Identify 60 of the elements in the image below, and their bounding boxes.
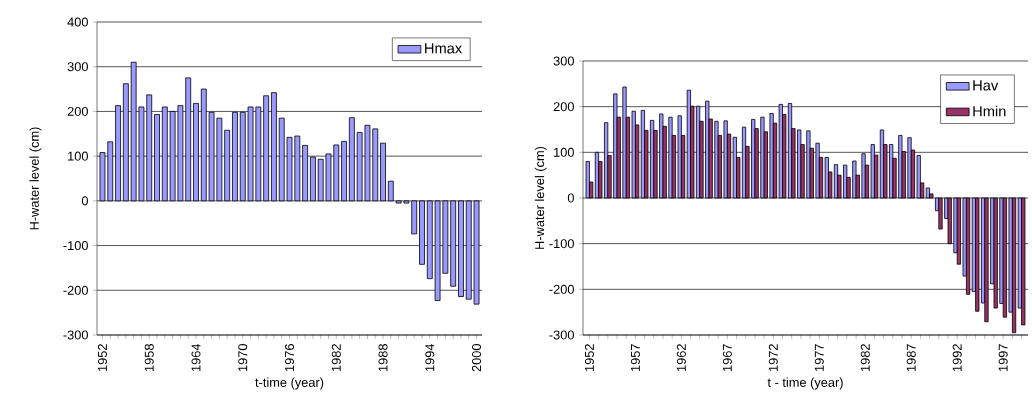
x-tick-label: 1970 (238, 344, 248, 372)
bar (302, 145, 308, 202)
y-tick-label: 400 (67, 17, 88, 27)
bar (341, 140, 347, 202)
bar (938, 197, 943, 230)
bar (458, 200, 464, 297)
y-tick-label: -200 (63, 285, 88, 295)
x-tick-label: 1958 (144, 344, 154, 372)
bar (115, 105, 121, 202)
y-tick-label: -100 (63, 241, 88, 251)
x-axis-title: t - time (year) (767, 377, 843, 390)
x-tick-label: 1982 (860, 344, 870, 372)
x-tick-label: 1964 (191, 343, 201, 372)
bar (263, 95, 270, 202)
x-tick-label: 1982 (331, 344, 341, 372)
legend-label: Hmax (425, 43, 463, 54)
y-tick-label: -300 (549, 330, 574, 340)
y-tick-label: 300 (67, 62, 88, 72)
bar (232, 111, 238, 202)
bar (271, 92, 277, 202)
bar (984, 197, 989, 323)
x-tick-label: 1988 (378, 344, 388, 372)
y-tick-label: 100 (68, 151, 88, 161)
bar (419, 200, 425, 265)
bar (154, 114, 160, 202)
x-tick-label: 1957 (630, 344, 640, 372)
x-tick-label: 1962 (676, 344, 686, 372)
x-tick-label: 1992 (952, 344, 962, 372)
x-tick-label: 1977 (814, 344, 824, 372)
bar (925, 187, 931, 199)
bar (1021, 197, 1026, 326)
x-tick-label: 1967 (722, 344, 732, 372)
y-axis-title: H-water level (cm) (29, 127, 42, 230)
bar (975, 197, 980, 312)
bar (193, 102, 199, 202)
y-tick-label: 300 (553, 56, 574, 66)
y-tick-label: -200 (549, 284, 574, 294)
x-tick-label: 2000 (472, 344, 482, 372)
y-tick-label: 100 (554, 147, 574, 157)
x-tick-label: 1994 (425, 343, 435, 372)
x-tick-label: 1976 (284, 344, 295, 372)
bar (965, 197, 971, 295)
x-tick-label: 1997 (998, 344, 1008, 372)
y-tick-label: 0 (81, 196, 88, 206)
y-tick-label: -100 (549, 239, 574, 249)
x-tick-label: 1952 (97, 344, 107, 372)
legend-label: Hav (973, 80, 999, 91)
y-tick-label: -300 (63, 330, 88, 340)
x-tick-label: 1972 (768, 344, 778, 372)
bar (309, 156, 316, 202)
x-tick-label: 1987 (906, 344, 916, 372)
x-tick-label: 1952 (584, 344, 594, 372)
bar (380, 142, 386, 202)
y-tick-label: 200 (553, 102, 574, 112)
x-axis-title: t-time (year) (255, 377, 324, 390)
y-tick-label: 0 (567, 193, 574, 203)
y-axis-title: H-water level (cm) (534, 146, 547, 249)
y-tick-label: 200 (67, 106, 88, 116)
legend-label: Hmin (973, 105, 1006, 117)
bar (348, 117, 355, 202)
